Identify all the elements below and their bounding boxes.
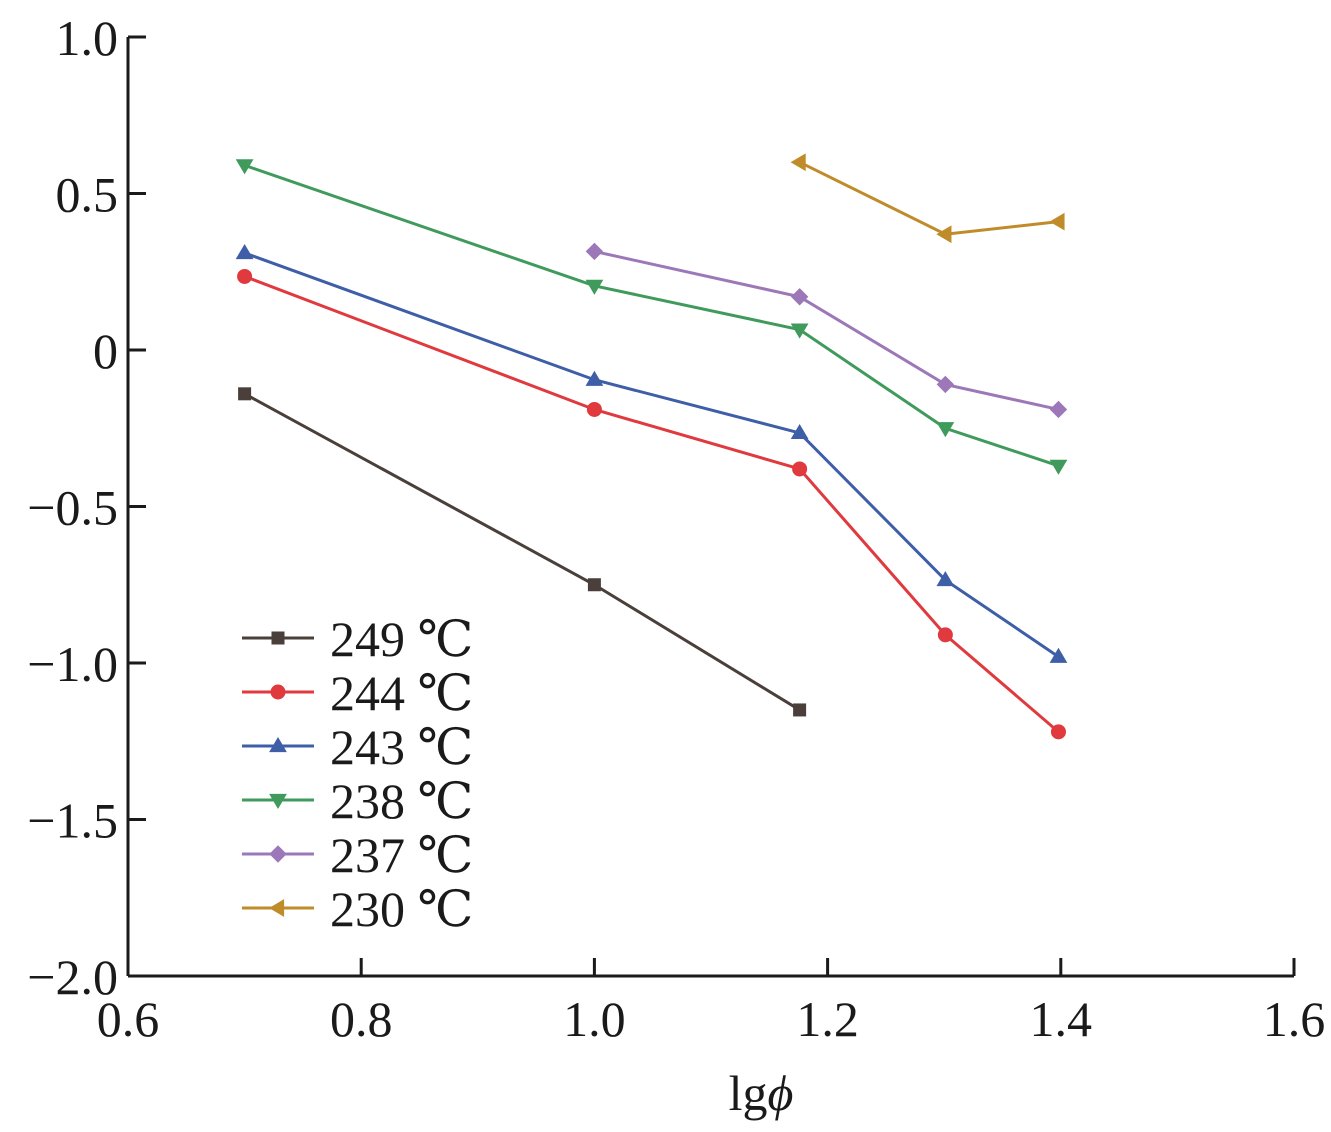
- series-2: [235, 243, 1068, 663]
- x-ticks: 0.6 0.8 1.0 1.2 1.4 1.6: [97, 958, 1326, 1047]
- data-point: [792, 461, 808, 477]
- x-axis-title-italic: ϕ: [768, 1065, 794, 1121]
- legend-label: 238 ℃: [330, 773, 473, 829]
- data-point: [936, 571, 955, 587]
- data-point: [793, 703, 807, 717]
- legend-label: 249 ℃: [330, 611, 473, 667]
- data-point: [587, 578, 601, 592]
- x-tick-label: 1.2: [796, 991, 859, 1047]
- series-layer: [235, 153, 1068, 740]
- x-axis-title-roman: lg: [729, 1065, 768, 1121]
- legend-item: 243 ℃: [242, 719, 473, 775]
- series-0: [238, 387, 807, 717]
- legend-label: 243 ℃: [330, 719, 473, 775]
- data-point: [586, 401, 602, 417]
- y-tick-label: 1.0: [56, 10, 119, 66]
- legend-item: 249 ℃: [242, 611, 473, 667]
- legend-marker: [269, 899, 285, 917]
- series-line: [798, 160, 1059, 236]
- x-tick-label: 1.6: [1263, 991, 1326, 1047]
- legend-marker: [269, 737, 287, 753]
- data-point: [790, 323, 809, 339]
- data-point: [235, 159, 254, 175]
- y-ticks: 1.0 0.5 0 −0.5 −1.0 −1.5 −2.0: [27, 10, 146, 1005]
- y-tick-label: 0.5: [56, 167, 119, 223]
- data-point: [585, 242, 604, 261]
- data-point: [585, 370, 604, 386]
- series-line: [244, 163, 1059, 468]
- y-tick-label: −1.5: [27, 793, 118, 849]
- legend-item: 237 ℃: [242, 827, 473, 883]
- series-3: [235, 159, 1068, 475]
- y-tick-label: 0: [93, 323, 118, 379]
- x-tick-label: 0.8: [330, 991, 393, 1047]
- data-point: [237, 268, 253, 284]
- data-point: [936, 375, 955, 394]
- legend-label: 237 ℃: [330, 827, 473, 883]
- series-1: [237, 268, 1066, 740]
- x-axis-title: lgϕ: [729, 1065, 794, 1121]
- axes: 0.6 0.8 1.0 1.2 1.4 1.6 1.0 0.5 0 −0.5 −1.0 −1.5 −2…: [27, 10, 1325, 1047]
- y-tick-label: −0.5: [27, 480, 118, 536]
- x-tick-label: 0.6: [97, 991, 160, 1047]
- data-point: [936, 422, 955, 438]
- legend-marker: [269, 793, 287, 809]
- data-point: [585, 279, 604, 295]
- legend-label: 244 ℃: [330, 665, 473, 721]
- series-4: [585, 242, 1068, 419]
- data-point: [235, 243, 254, 260]
- data-point: [936, 225, 952, 244]
- series-line: [243, 392, 801, 712]
- data-point: [1050, 724, 1066, 740]
- series-line: [244, 251, 1060, 658]
- legend-item: 244 ℃: [242, 665, 473, 721]
- x-tick-label: 1.4: [1030, 991, 1093, 1047]
- legend-item: 238 ℃: [242, 773, 473, 829]
- y-tick-label: −2.0: [27, 949, 118, 1005]
- data-point: [937, 627, 953, 643]
- legend-label: 230 ℃: [330, 881, 473, 937]
- data-point: [790, 153, 806, 172]
- series-line: [594, 249, 1059, 411]
- legend-item: 230 ℃: [242, 881, 473, 937]
- x-tick-label: 1.0: [563, 991, 626, 1047]
- data-point: [790, 288, 809, 306]
- data-point: [238, 387, 252, 401]
- data-point: [790, 423, 809, 440]
- data-point: [1049, 212, 1065, 231]
- data-point: [1049, 459, 1068, 475]
- series-5: [790, 153, 1065, 244]
- data-point: [1049, 647, 1068, 663]
- data-point: [1049, 400, 1068, 419]
- legend-marker: [270, 684, 286, 700]
- legend-marker: [269, 845, 287, 863]
- y-tick-label: −1.0: [27, 636, 118, 692]
- legend-marker: [271, 631, 285, 645]
